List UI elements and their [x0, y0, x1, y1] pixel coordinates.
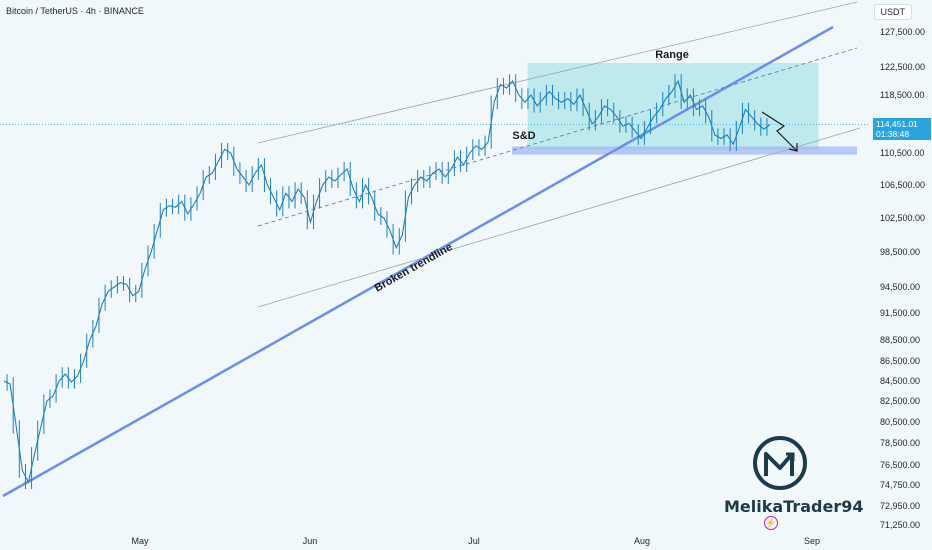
current-price: 114,451.01 — [876, 119, 918, 129]
channel-mid-line — [257, 47, 858, 227]
channel-upper-line — [257, 1, 858, 144]
s-and-d-label: S&D — [512, 130, 535, 142]
currency-label[interactable]: USDT — [873, 4, 912, 20]
x-tick-label: Jul — [468, 536, 480, 546]
y-tick-label: 94,500.00 — [880, 282, 920, 292]
lightning-icon: ⚡ — [764, 516, 778, 530]
broken-trendline-label: Broken trendline — [373, 241, 455, 294]
y-tick-label: 78,500.00 — [880, 438, 920, 448]
bar-countdown: 01:38:48 — [876, 129, 910, 139]
m-arrow-logo-icon — [753, 436, 807, 490]
y-tick-label: 106,500.00 — [880, 180, 925, 190]
y-tick-label: 88,500.00 — [880, 335, 920, 345]
x-tick-label: May — [131, 536, 149, 546]
y-tick-label: 122,500.00 — [880, 62, 925, 72]
x-tick-label: Sep — [804, 536, 820, 546]
x-tick-label: Aug — [634, 536, 650, 546]
support-zone — [512, 146, 857, 155]
y-tick-label: 84,500.00 — [880, 376, 920, 386]
watermark-name: MelikaTrader94 — [724, 497, 864, 516]
y-tick-label: 110,500.00 — [880, 148, 924, 158]
y-tick-label: 102,500.00 — [880, 213, 925, 223]
y-tick-label: 118,500.00 — [880, 90, 924, 100]
x-tick-label: Jun — [303, 536, 318, 546]
y-tick-label: 98,500.00 — [880, 247, 920, 257]
projection-arrow — [761, 111, 798, 152]
y-tick-label: 82,500.00 — [880, 396, 920, 406]
y-tick-label: 127,500.00 — [880, 27, 925, 37]
y-tick-label: 71,250.00 — [880, 520, 920, 530]
chart-title: Bitcoin / TetherUS · 4h · BINANCE — [6, 6, 144, 16]
m-arrow-glyph-icon — [764, 452, 795, 476]
y-tick-label: 76,500.00 — [880, 460, 920, 470]
y-tick-label: 74,750.00 — [880, 480, 920, 490]
y-tick-label: 91,500.00 — [880, 308, 920, 318]
y-tick-label: 72,950.00 — [880, 501, 920, 511]
range-label: Range — [655, 49, 689, 61]
y-tick-label: 86,500.00 — [880, 356, 920, 366]
current-price-tag: 114,451.01 01:38:48 — [873, 118, 931, 140]
arrow-head-icon — [788, 143, 798, 152]
range-box — [527, 63, 819, 150]
y-tick-label: 80,500.00 — [880, 417, 920, 427]
channel-lower-line — [257, 127, 861, 308]
